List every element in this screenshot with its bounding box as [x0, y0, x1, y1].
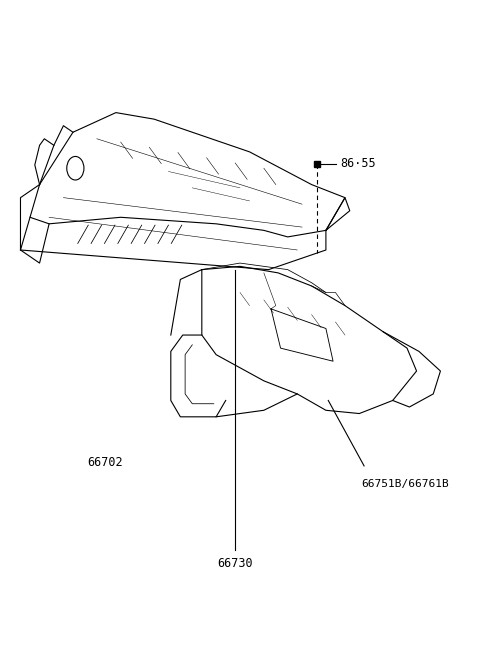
Text: 66730: 66730	[217, 558, 253, 570]
Text: 86·55: 86·55	[340, 157, 376, 170]
Text: 66751B/66761B: 66751B/66761B	[362, 479, 449, 489]
Text: 66702: 66702	[87, 456, 123, 469]
